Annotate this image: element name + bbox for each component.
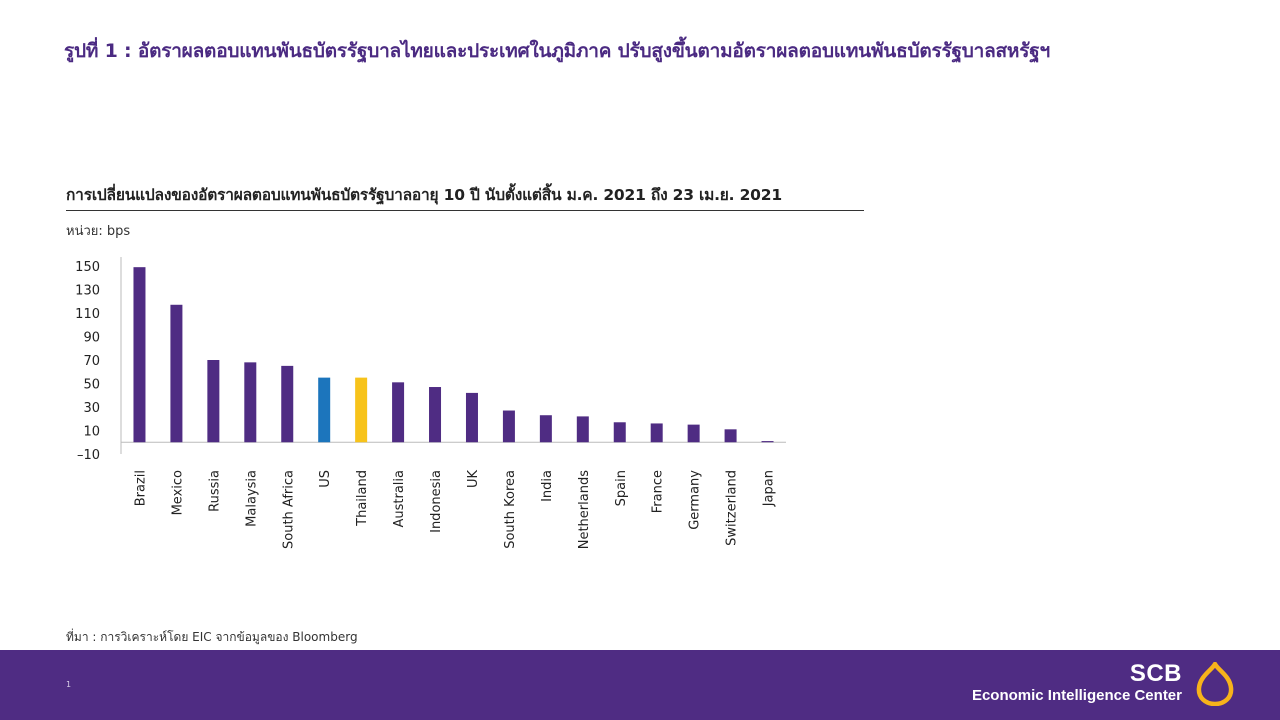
bar-france: [650, 423, 663, 443]
logo-eic-text: Economic Intelligence Center: [971, 687, 1182, 704]
bar-spain: [613, 422, 626, 443]
bar-india: [539, 415, 552, 443]
unit-label: หน่วย: bps: [66, 224, 131, 239]
chart-title-divider: [66, 210, 864, 211]
bar-japan: [761, 441, 774, 443]
x-tick-label: US: [318, 470, 333, 488]
x-tick-label: Australia: [392, 470, 407, 528]
y-tick-label: 130: [75, 284, 100, 299]
bar-russia: [207, 360, 220, 443]
bar-australia: [392, 382, 405, 443]
bar-malaysia: [244, 362, 257, 443]
x-tick-label: Malaysia: [244, 470, 259, 527]
x-tick-label: UK: [466, 470, 481, 489]
bar-germany: [687, 424, 700, 443]
bar-uk: [465, 392, 478, 443]
bar-netherlands: [576, 416, 589, 443]
page-number: 1: [66, 680, 72, 689]
x-tick-label: Indonesia: [429, 470, 444, 533]
x-tick-label: Netherlands: [577, 470, 592, 549]
footer-bar: 1 SCB Economic Intelligence Center: [0, 650, 1280, 720]
chart-title: การเปลี่ยนแปลงของอัตราผลตอบแทนพันธบัตรรั…: [66, 186, 782, 204]
y-tick-label: –10: [77, 448, 100, 463]
x-tick-label: India: [540, 470, 555, 502]
x-tick-label: Brazil: [133, 470, 148, 506]
scb-eic-logo-text: SCB Economic Intelligence Center: [972, 662, 1182, 706]
bar-south-africa: [281, 365, 294, 443]
slide-title: รูปที่ 1 : อัตราผลตอบแทนพันธบัตรรัฐบาลไท…: [64, 40, 1051, 62]
logo-scb-text: SCB: [1129, 660, 1182, 687]
bar-mexico: [170, 304, 183, 443]
x-tick-label: Russia: [207, 470, 222, 512]
x-tick-label: Mexico: [170, 470, 185, 515]
x-tick-label: Spain: [614, 470, 629, 506]
x-tick-label: Switzerland: [725, 470, 740, 546]
bar-switzerland: [724, 429, 737, 443]
x-tick-label: France: [651, 470, 666, 513]
x-tick-label: South Africa: [281, 470, 296, 549]
y-tick-label: 50: [83, 378, 100, 393]
x-tick-label: South Korea: [503, 470, 518, 549]
bar-us: [318, 377, 331, 443]
scb-logo-icon: [1196, 662, 1234, 706]
y-tick-label: 10: [83, 425, 100, 440]
y-tick-label: 70: [83, 354, 100, 369]
source-note: ที่มา : การวิเคราะห์โดย EIC จากข้อมูลของ…: [66, 630, 358, 644]
bar-south-korea: [502, 410, 515, 443]
bar-thailand: [355, 377, 368, 443]
x-tick-label: Germany: [688, 470, 703, 530]
y-tick-label: 110: [75, 307, 100, 322]
y-tick-label: 30: [83, 401, 100, 416]
y-tick-label: 90: [83, 331, 100, 346]
bar-chart: 150 130 110 90 70 50 30 10 –10 Brazil Mexico Russia…: [75, 257, 786, 549]
y-tick-label: 150: [75, 260, 100, 275]
bar-indonesia: [429, 387, 442, 443]
x-tick-label: Thailand: [355, 470, 370, 527]
x-tick-label: Japan: [762, 470, 777, 507]
bar-brazil: [133, 267, 146, 443]
